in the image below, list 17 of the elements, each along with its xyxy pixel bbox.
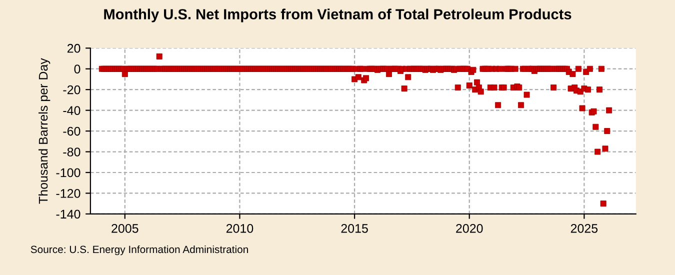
y-axis-title: Thousand Barrels per Day <box>38 58 50 204</box>
y-tick-label: -120 <box>56 189 80 198</box>
y-tick-label: 0 <box>74 64 80 74</box>
y-tick-label: -40 <box>63 106 80 115</box>
chart-title: Monthly U.S. Net Imports from Vietnam of Total Petroleum Products <box>104 8 572 22</box>
x-tick-label: 2010 <box>226 224 254 233</box>
y-tick-label: -80 <box>63 148 80 156</box>
y-tick-label: 20 <box>67 44 80 53</box>
y-tick-label: -140 <box>56 210 80 219</box>
y-tick-label: -60 <box>63 126 80 136</box>
x-tick-label: 2025 <box>570 224 598 233</box>
x-tick-label: 2020 <box>456 224 483 233</box>
source-note: Source: U.S. Energy Information Administration <box>30 245 248 256</box>
x-tick-label: 2015 <box>341 224 368 233</box>
y-tick-label: -20 <box>63 85 80 94</box>
x-tick-label: 2005 <box>112 224 138 233</box>
y-tick-label: -100 <box>56 168 80 178</box>
